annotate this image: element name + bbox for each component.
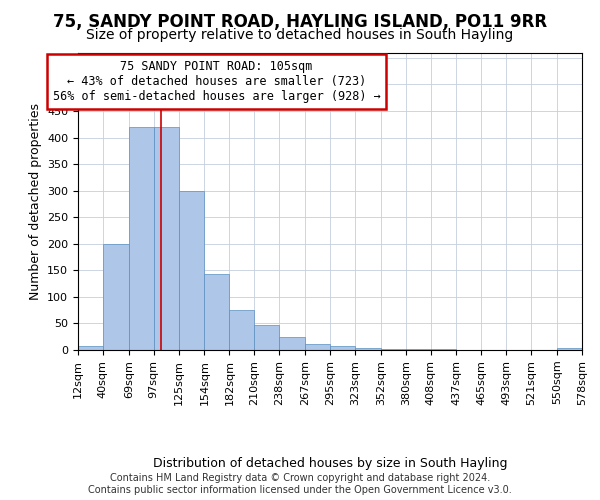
Bar <box>330 346 355 350</box>
Bar <box>355 348 381 350</box>
Bar <box>78 346 103 350</box>
Bar <box>205 274 229 350</box>
Bar <box>279 337 305 350</box>
Bar <box>103 244 129 350</box>
Bar <box>305 344 330 350</box>
Bar <box>254 324 279 350</box>
Bar <box>557 348 582 350</box>
X-axis label: Distribution of detached houses by size in South Hayling: Distribution of detached houses by size … <box>153 458 507 470</box>
Bar <box>229 310 254 350</box>
Text: 75 SANDY POINT ROAD: 105sqm
← 43% of detached houses are smaller (723)
56% of se: 75 SANDY POINT ROAD: 105sqm ← 43% of det… <box>53 60 380 103</box>
Bar <box>179 190 205 350</box>
Bar <box>381 349 406 350</box>
Text: Size of property relative to detached houses in South Hayling: Size of property relative to detached ho… <box>86 28 514 42</box>
Y-axis label: Number of detached properties: Number of detached properties <box>29 103 41 300</box>
Bar <box>129 127 154 350</box>
Bar <box>154 127 179 350</box>
Text: Contains HM Land Registry data © Crown copyright and database right 2024.
Contai: Contains HM Land Registry data © Crown c… <box>88 474 512 495</box>
Text: 75, SANDY POINT ROAD, HAYLING ISLAND, PO11 9RR: 75, SANDY POINT ROAD, HAYLING ISLAND, PO… <box>53 12 547 30</box>
